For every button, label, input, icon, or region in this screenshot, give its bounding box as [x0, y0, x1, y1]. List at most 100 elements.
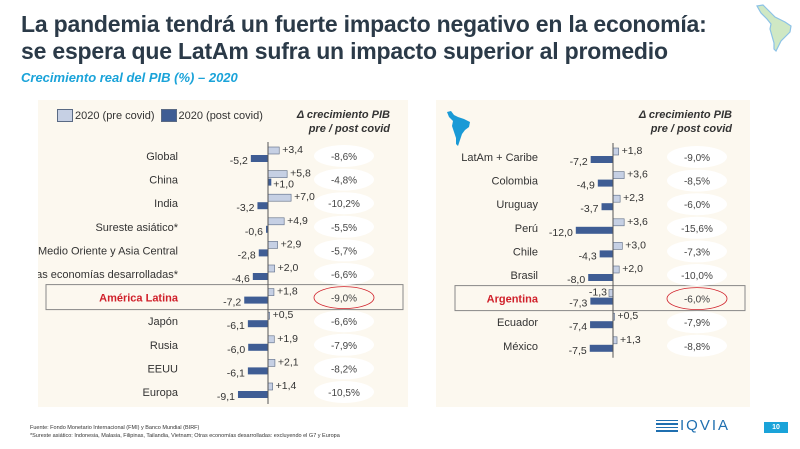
bar-pre-covid: [267, 217, 285, 226]
bar-post-covid: [590, 321, 613, 329]
bar-post-covid: [590, 297, 613, 305]
data-label-pre: +0,5: [273, 309, 294, 321]
delta-value: -8,2%: [331, 364, 357, 375]
data-label-post: -9,1: [217, 391, 235, 403]
data-label-post: -3,7: [580, 203, 598, 215]
delta-value: -10,2%: [328, 199, 360, 210]
category-label: Medio Oriente y Asia Central: [38, 245, 178, 257]
delta-badge: [314, 310, 374, 333]
data-label-post: -0,6: [245, 226, 263, 238]
delta-badge: [314, 333, 374, 356]
data-label-post: -2,8: [238, 249, 256, 261]
bar-post-covid: [248, 343, 268, 351]
chart-subtitle: Crecimiento real del PIB (%) – 2020: [21, 70, 238, 85]
delta-value: -5,7%: [331, 246, 357, 257]
data-label-pre: +3,4: [282, 144, 303, 156]
delta-badge: [314, 192, 374, 215]
highlight-box: [45, 284, 404, 311]
data-label-pre: +3,6: [627, 216, 648, 228]
latam-gdp-panel: Δ crecimiento PIB pre / post covid LatAm…: [436, 100, 750, 407]
delta-badge: [314, 239, 374, 262]
category-label: América Latina: [99, 293, 179, 305]
data-label-pre: +2,0: [278, 262, 299, 274]
bar-pre-covid: [612, 218, 625, 227]
bar-post-covid: [597, 179, 613, 187]
delta-value: -9,0%: [684, 153, 710, 164]
delta-badge: [667, 216, 727, 239]
bar-post-covid: [588, 274, 613, 281]
legend: 2020 (pre covid) 2020 (post covid): [57, 109, 263, 122]
logo-text: IQVIA: [680, 417, 731, 434]
category-label: Global: [146, 151, 178, 163]
delta-badge: [314, 215, 374, 238]
delta-header-line1: Δ crecimiento PIB: [296, 109, 390, 121]
bar-post-covid: [247, 320, 268, 328]
delta-header-line1: Δ crecimiento PIB: [638, 109, 732, 121]
bar-pre-covid: [267, 382, 273, 391]
delta-badge: [667, 146, 727, 168]
delta-badge: [667, 240, 727, 263]
page-number: 10: [764, 422, 788, 433]
data-label-post: -6,0: [227, 344, 245, 356]
bar-pre-covid: [612, 147, 619, 156]
delta-badge: [314, 263, 374, 285]
logo-lines-icon: [656, 419, 678, 432]
highlight-box: [454, 285, 746, 312]
delta-value: -8,8%: [684, 342, 710, 353]
data-label-post: -7,3: [569, 298, 587, 310]
delta-header: Δ crecimiento PIB pre / post covid: [297, 108, 390, 136]
delta-value: -10,5%: [328, 388, 360, 399]
data-label-pre: +7,0: [294, 191, 315, 203]
south-america-map-icon: [447, 111, 470, 146]
source-note: Fuente: Fondo Monetario Internacional (F…: [30, 425, 200, 431]
data-label-pre: +3,0: [625, 239, 646, 251]
bar-post-covid: [237, 391, 268, 398]
delta-value: -6,0%: [684, 295, 710, 306]
world-gdp-chart: Global +3,4 -5,2 -8,6% China +5,8+1,0 -4,8% Ind…: [38, 142, 404, 404]
category-label: Chile: [513, 246, 538, 258]
category-label: Sureste asiático*: [95, 222, 178, 234]
bar-pre-covid: [267, 335, 275, 344]
data-label-pre: +1,9: [277, 333, 298, 345]
category-label: EEUU: [147, 363, 178, 375]
delta-badge: [313, 286, 375, 310]
delta-badge: [314, 381, 374, 403]
data-label-pre: +3,6: [627, 169, 648, 181]
footer-notes: Fuente: Fondo Monetario Internacional (F…: [30, 424, 340, 440]
delta-value: -6,6%: [331, 270, 357, 281]
data-label-pre: +2,9: [281, 238, 302, 250]
data-label-post: -3,2: [236, 202, 254, 214]
category-label: Rusia: [150, 340, 179, 352]
latin-america-map-icon: [756, 4, 792, 53]
category-label: México: [503, 341, 538, 353]
category-label: China: [149, 175, 179, 187]
delta-badge: [667, 311, 727, 334]
bar-pre-covid: [267, 288, 275, 296]
world-gdp-panel: 2020 (pre covid) 2020 (post covid) Δ cre…: [38, 100, 408, 407]
delta-value: -9,0%: [331, 294, 357, 305]
delta-header-line2: pre / post covid: [650, 123, 732, 135]
category-label: Brasil: [510, 270, 538, 282]
bar-pre-covid: [267, 193, 292, 202]
title-line-2: se espera que LatAm sufra un impacto sup…: [21, 38, 668, 64]
delta-badge: [667, 193, 727, 216]
data-label-post: -7,2: [570, 156, 588, 168]
data-label-pre: +4,9: [287, 215, 308, 227]
bar-post-covid: [258, 249, 268, 257]
slide-title: La pandemia tendrá un fuerte impacto neg…: [21, 11, 707, 65]
data-label-pre: +2,3: [623, 192, 644, 204]
delta-badge: [314, 168, 374, 191]
data-label-pre: +5,8: [290, 168, 311, 180]
bar-post-covid: [252, 273, 268, 280]
delta-value: -4,8%: [331, 176, 357, 187]
bar-pre-covid: [267, 241, 278, 249]
category-label: Argentina: [487, 294, 539, 306]
bar-post-covid: [247, 367, 268, 375]
bar-post-covid: [601, 203, 613, 211]
data-label-post: -4,3: [579, 250, 597, 262]
bar-post-covid: [590, 156, 613, 163]
data-label-pre: +1,8: [622, 145, 643, 157]
legend-label-pre: 2020 (pre covid): [75, 109, 155, 122]
delta-value: -10,0%: [681, 271, 713, 282]
data-label-post: -4,9: [577, 180, 595, 192]
